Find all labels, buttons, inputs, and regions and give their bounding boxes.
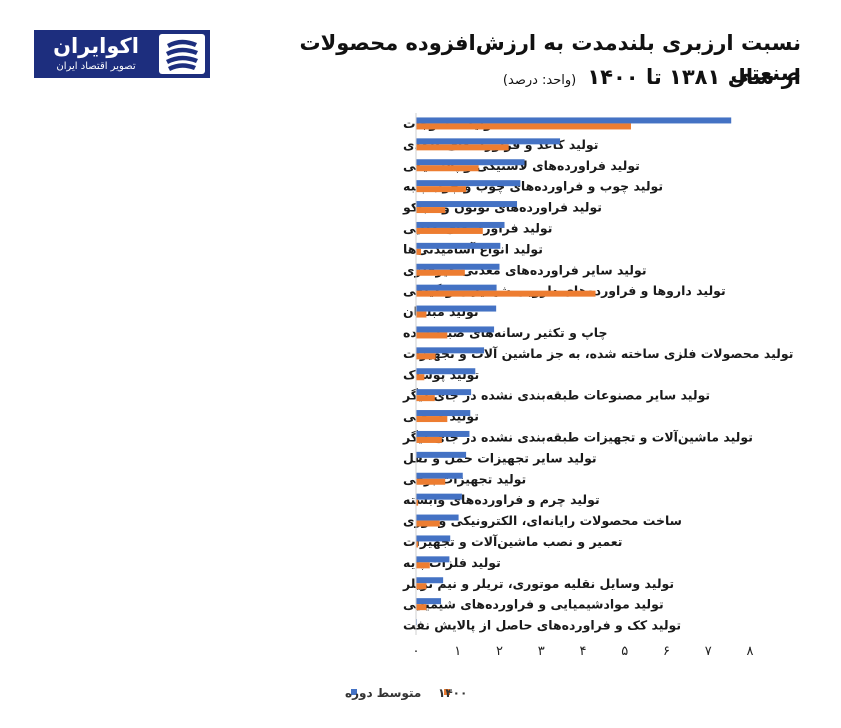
category-label: تولید کک و فراورده‌های حاصل از پالایش نف… [403,618,681,633]
category-label: تولید محصولات فلزی ساخته شده، به جز ماشی… [403,346,793,361]
bar-period-average [416,598,442,605]
bar-period-average [416,556,450,563]
bar-period-average [416,138,561,145]
chart-title: نسبت ارزبری بلندمدت به ارزش‌افزوده محصول… [299,31,801,85]
bar-1400 [416,165,479,172]
bar-period-average [416,221,505,228]
bar-1400 [416,416,448,423]
bar-1400 [416,227,483,234]
bars [416,117,732,626]
bar-1400 [416,332,448,339]
bar-period-average [416,326,495,333]
bar-period-average [416,451,467,458]
x-tick-label: ۴ [580,644,587,659]
bar-period-average [416,368,476,375]
logo-tagline: تصویر اقتصاد ایران [56,61,136,72]
bar-period-average [416,430,470,437]
category-label: تولید موادشیمیایی و فراورده‌های شیمیایی [403,597,664,612]
bar-1400 [416,353,436,360]
bar-1400 [416,269,465,276]
bar-1400 [416,541,419,548]
category-label: ساخت محصولات رایانه‌ای، الکترونیکی و نور… [403,513,682,528]
bar-period-average [416,389,472,396]
legend-label-average: متوسط دوره [345,686,421,701]
x-tick-label: ۵ [621,644,628,659]
bar-period-average [416,347,485,354]
bar-period-average [416,472,463,479]
logo: اکوایران تصویر اقتصاد ایران [34,30,210,78]
x-tick-label: ۲ [496,644,503,659]
bar-period-average [416,201,518,208]
bar-period-average [416,410,471,417]
bar-1400 [416,290,596,297]
bar-1400 [416,144,509,151]
bar-1400 [416,395,435,402]
chart-subtitle-line: از سال ۱۳۸۱ تا ۱۴۰۰ (واحد: درصد) [241,62,801,96]
logo-name: اکوایران [53,34,139,58]
category-label: تولید سایر مصنوعات طبقه‌بندی نشده در جای… [402,388,710,403]
x-axis-ticks: ۰ ۱ ۲ ۳ ۴ ۵ ۶ ۷ ۸ [413,644,754,659]
bar-period-average [416,159,525,166]
bar-1400 [416,123,632,130]
x-tick-label: ۸ [747,644,754,659]
chart-subtitle: از سال ۱۳۸۱ تا ۱۴۰۰ [587,65,801,89]
x-tick-label: ۳ [538,644,545,659]
bar-period-average [416,284,497,291]
chart-unit: (واحد: درصد) [502,73,577,88]
striped-s-logo-icon [159,34,205,74]
x-tick-label: ۰ [413,644,420,659]
bar-period-average [416,535,451,542]
bar-1400 [416,604,427,611]
bar-1400 [416,311,427,318]
category-label: تولید ماشین‌آلات و تجهیزات طبقه‌بندی نشد… [402,429,753,444]
legend-swatch-1400 [444,689,450,695]
bar-1400 [416,186,467,193]
bar-1400 [416,248,422,255]
x-tick-label: ۷ [705,644,712,659]
logo-text-block: اکوایران تصویر اقتصاد ایران [40,32,152,74]
legend-swatch-average [351,689,357,695]
bar-1400 [416,520,440,527]
bar-period-average [416,242,501,249]
bar-1400 [416,436,442,443]
legend-label-1400: ۱۴۰۰ [438,686,467,700]
category-label: تولید وسایل نقلیه موتوری، تریلر و نیم تر… [402,576,674,591]
bar-period-average [416,117,732,124]
bar-period-average [416,305,497,312]
bar-1400 [416,499,419,506]
bar-period-average [416,180,521,187]
bar-period-average [416,493,462,500]
bar-1400 [416,207,446,214]
bar-period-average [416,263,500,270]
x-tick-label: ۱ [454,644,461,659]
bar-1400 [416,583,427,590]
bar-1400 [416,478,446,485]
bar-1400 [416,562,430,569]
x-tick-label: ۶ [663,644,670,659]
bar-period-average [416,514,459,521]
bar-period-average [416,577,444,584]
legend: ۱۴۰۰ متوسط دوره [345,686,467,701]
bar-1400 [416,374,425,381]
category-label: تعمیر و نصب ماشین‌آلات و تجهیزات [403,534,622,549]
